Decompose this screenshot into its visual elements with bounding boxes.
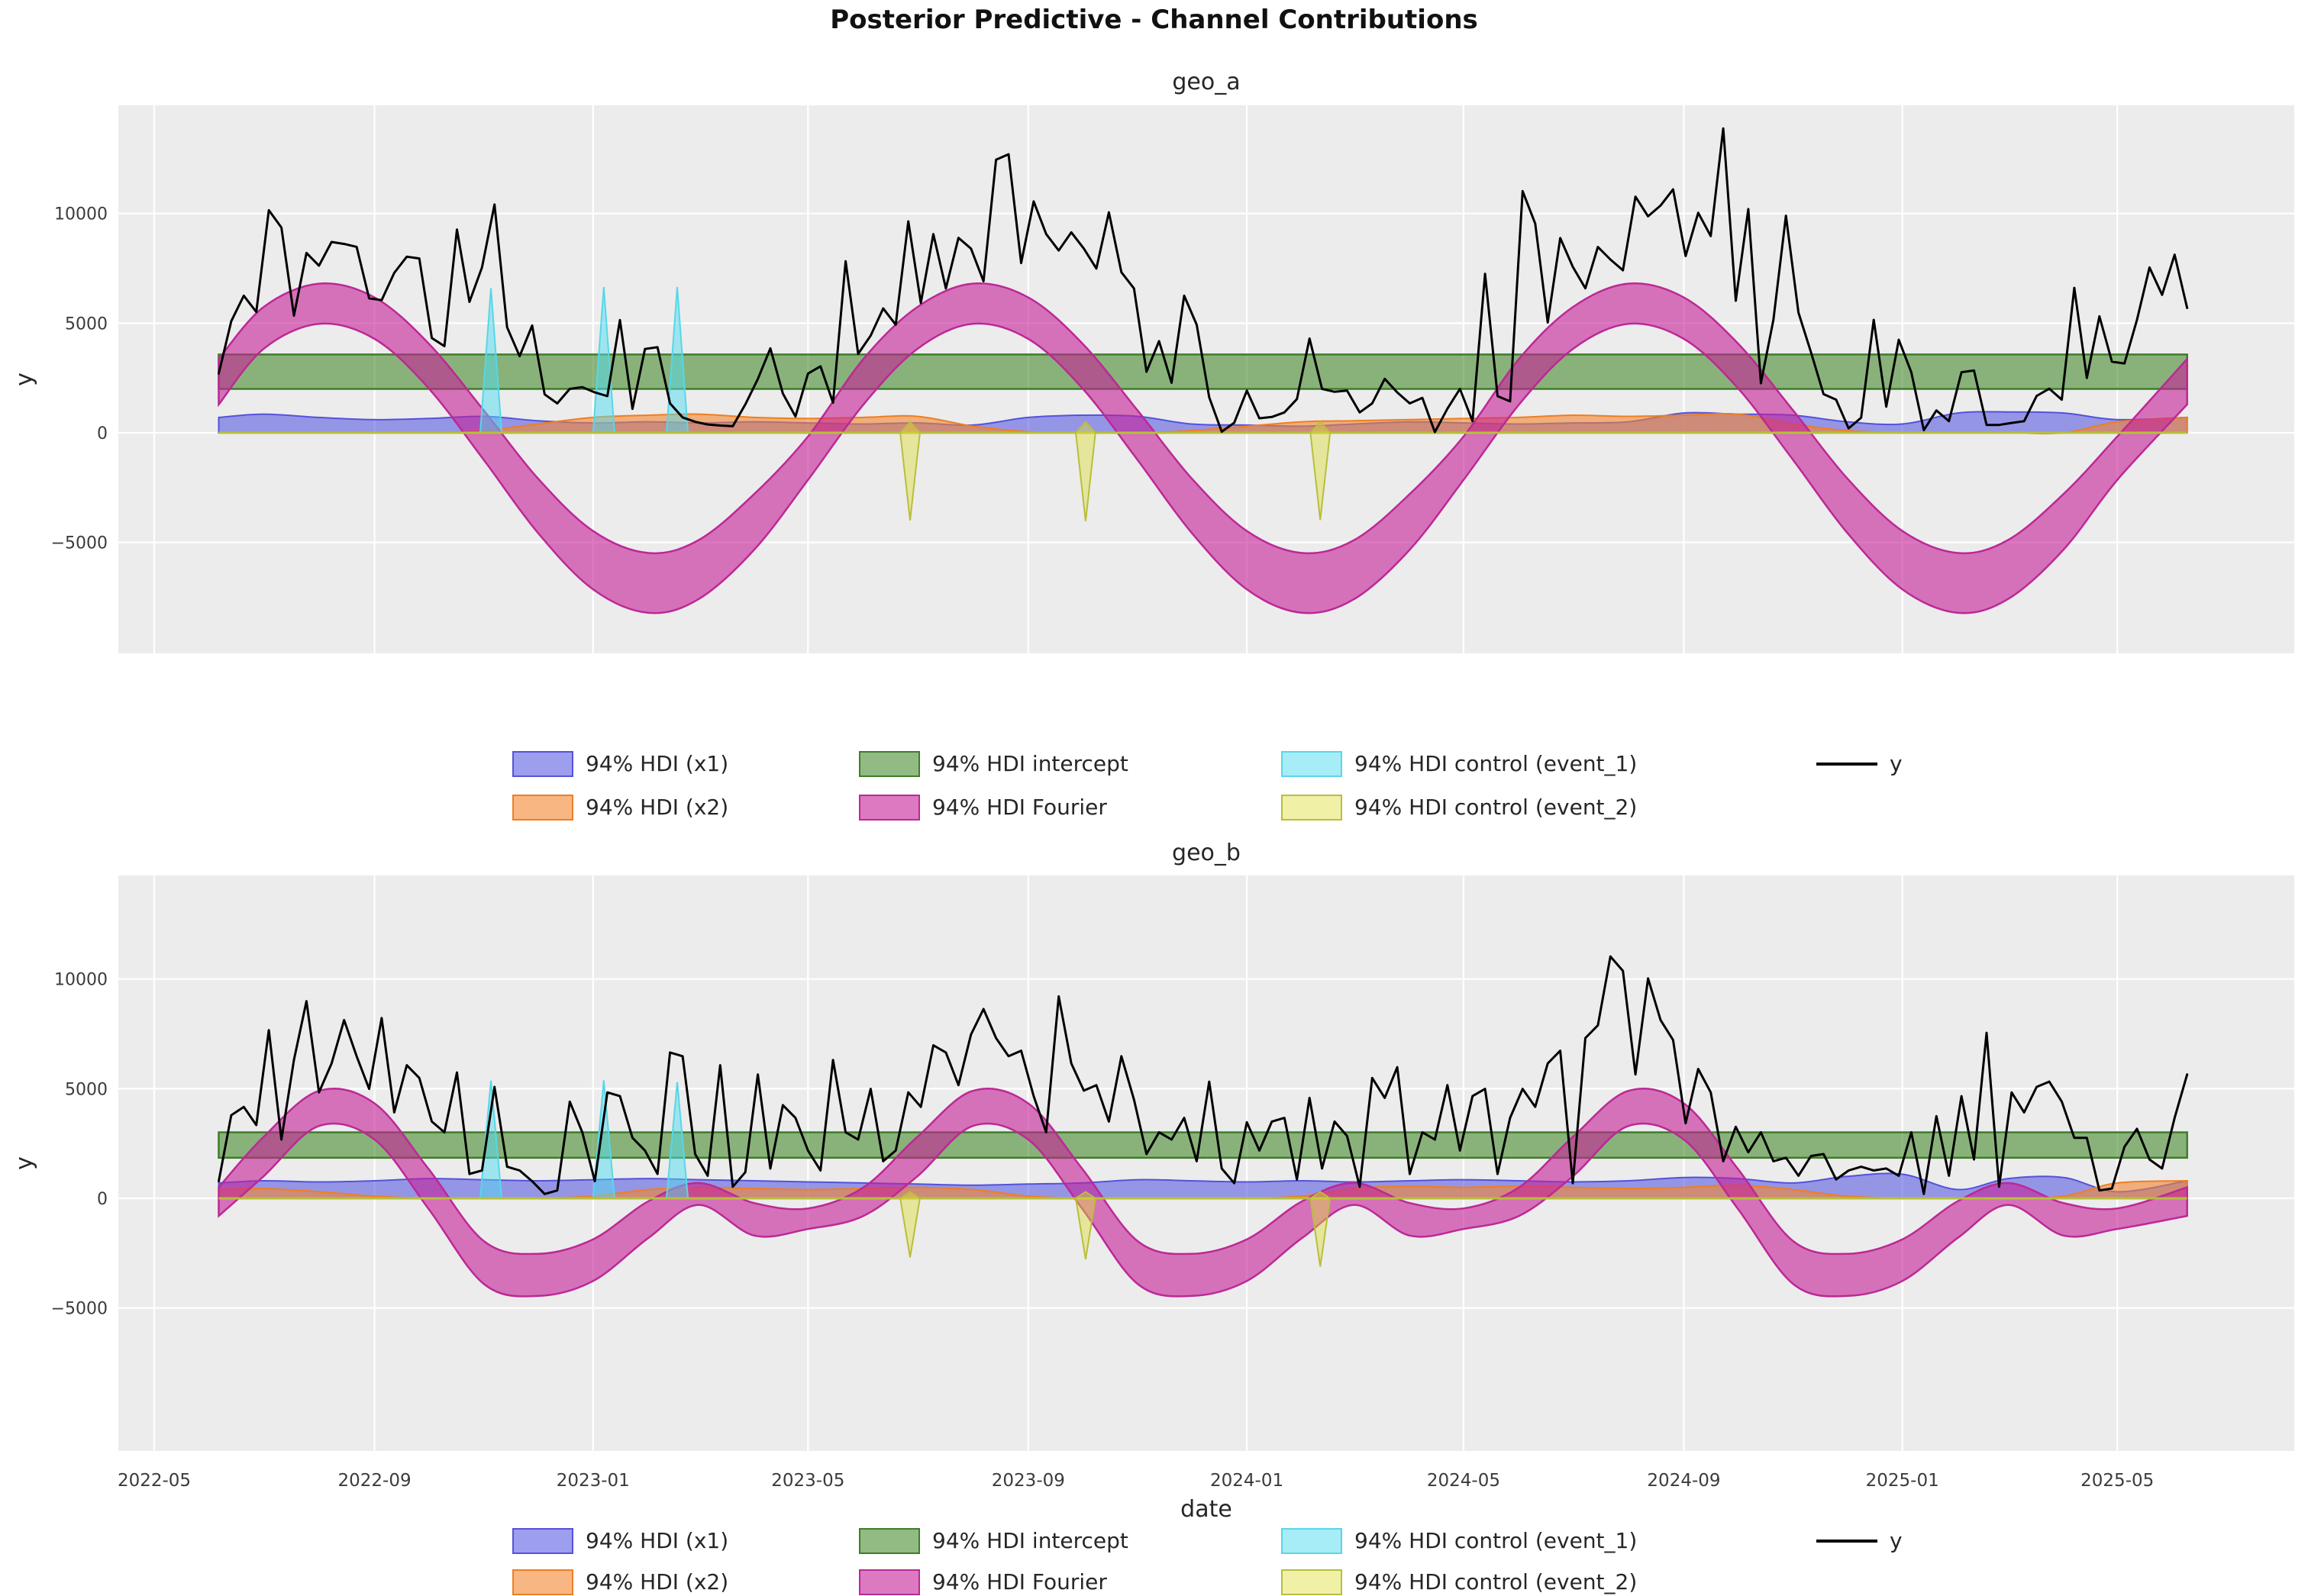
y-tick-label: 5000 <box>65 1080 108 1099</box>
legend-item-fourier: 94% HDI Fourier <box>859 1569 1107 1595</box>
fourier-swatch-icon <box>859 795 920 821</box>
x-axis-label: date <box>1180 1496 1232 1523</box>
legend-label: y <box>1890 751 1903 776</box>
x2-swatch-icon <box>512 1569 573 1595</box>
legend-label: 94% HDI Fourier <box>932 795 1107 820</box>
legend-item-intercept: 94% HDI intercept <box>859 751 1128 777</box>
intercept-swatch-icon <box>859 1528 920 1554</box>
legend-item-y: y <box>1816 751 1903 777</box>
legend-label: 94% HDI control (event_1) <box>1354 751 1638 776</box>
legend-label: 94% HDI intercept <box>932 1528 1128 1553</box>
x-tick-label: 2024-05 <box>1427 1471 1500 1491</box>
y-tick-label: 10000 <box>54 971 108 990</box>
tick-labels-geo_a: 10000 5000 0 −5000 <box>51 205 108 553</box>
legend-label: 94% HDI (x1) <box>586 751 729 776</box>
legend-item-event1: 94% HDI control (event_1) <box>1281 1528 1637 1554</box>
spike-event2-geo_b <box>899 1191 922 1258</box>
y-tick-label: 5000 <box>65 314 108 334</box>
y-tick-label: −5000 <box>51 534 108 553</box>
spike-event2-geo_a <box>899 421 921 521</box>
legend-label: 94% HDI (x1) <box>586 1528 729 1553</box>
legend-label: 94% HDI control (event_2) <box>1354 795 1638 820</box>
x-tick-label: 2022-09 <box>338 1471 412 1491</box>
y-line-icon <box>1816 763 1877 766</box>
band-fourier-geo_b <box>218 1088 2188 1298</box>
tick-labels-geo_b: 10000 5000 0 −5000 2022-05 2022-09 2023-01 2023… <box>51 971 2155 1491</box>
legend-item-fourier: 94% HDI Fourier <box>859 795 1107 821</box>
legend-item-event2: 94% HDI control (event_2) <box>1281 1569 1637 1595</box>
legend-label: 94% HDI intercept <box>932 751 1128 776</box>
x-tick-label: 2023-05 <box>771 1471 844 1491</box>
plot-area-geo_b <box>118 875 2294 1451</box>
event2-swatch-icon <box>1281 795 1342 821</box>
legend-item-x2: 94% HDI (x2) <box>512 795 728 821</box>
x2-swatch-icon <box>512 795 573 821</box>
y-tick-label: 0 <box>97 424 108 443</box>
band-x2-geo_a <box>218 412 2188 435</box>
legend-item-event2: 94% HDI control (event_2) <box>1281 795 1637 821</box>
y-line-icon <box>1816 1540 1877 1543</box>
event1-swatch-icon <box>1281 1528 1342 1554</box>
x-tick-label: 2025-05 <box>2080 1471 2154 1491</box>
y-line-geo_b <box>218 955 2189 1195</box>
subplot-title-geo-a: geo_a <box>1172 69 1241 95</box>
y-line-geo_a <box>218 127 2189 434</box>
legend-item-x1: 94% HDI (x1) <box>512 751 728 777</box>
x-tick-label: 2025-01 <box>1866 1471 1939 1491</box>
subplot-title-geo-b: geo_b <box>1172 840 1241 866</box>
intercept-swatch-icon <box>859 751 920 777</box>
x-tick-label: 2023-09 <box>992 1471 1065 1491</box>
spike-event2-geo_a <box>1309 421 1332 521</box>
legend-item-x1: 94% HDI (x1) <box>512 1528 728 1554</box>
y-axis-label-geo-b: y <box>11 1156 38 1170</box>
band-intercept-geo_b <box>218 1131 2188 1159</box>
y-tick-label: −5000 <box>51 1300 108 1319</box>
legend-item-y: y <box>1816 1528 1903 1554</box>
y-tick-label: 10000 <box>54 205 108 224</box>
event1-swatch-icon <box>1281 751 1342 777</box>
chart-geo_b: 10000 5000 0 −5000 2022-05 2022-09 2023-01 2023… <box>51 875 2294 1491</box>
legend-item-event1: 94% HDI control (event_1) <box>1281 751 1637 777</box>
figure-title: Posterior Predictive - Channel Contribut… <box>830 5 1478 35</box>
x-tick-label: 2023-01 <box>557 1471 630 1491</box>
legend-item-x2: 94% HDI (x2) <box>512 1569 728 1595</box>
legend-label: 94% HDI Fourier <box>932 1569 1107 1594</box>
fourier-swatch-icon <box>859 1569 920 1595</box>
chart-geo_a: 10000 5000 0 −5000 <box>51 105 2294 653</box>
x1-swatch-icon <box>512 751 573 777</box>
y-axis-label-geo-a: y <box>11 372 38 386</box>
legend-label: 94% HDI control (event_1) <box>1354 1528 1638 1553</box>
x-tick-label: 2022-05 <box>118 1471 191 1491</box>
spike-event2-geo_a <box>1074 421 1096 521</box>
spike-event2-geo_b <box>1309 1191 1332 1267</box>
band-fourier-geo_a <box>218 282 2188 614</box>
legend-item-intercept: 94% HDI intercept <box>859 1528 1128 1554</box>
x-tick-label: 2024-01 <box>1210 1471 1283 1491</box>
spike-event2-geo_b <box>1074 1191 1096 1260</box>
legend-label: 94% HDI (x2) <box>586 795 729 820</box>
y-tick-label: 0 <box>97 1190 108 1209</box>
legend-label: y <box>1890 1528 1903 1553</box>
legend-label: 94% HDI control (event_2) <box>1354 1569 1638 1594</box>
x1-swatch-icon <box>512 1528 573 1554</box>
event2-swatch-icon <box>1281 1569 1342 1595</box>
x-tick-label: 2024-09 <box>1647 1471 1720 1491</box>
legend-label: 94% HDI (x2) <box>586 1569 729 1594</box>
